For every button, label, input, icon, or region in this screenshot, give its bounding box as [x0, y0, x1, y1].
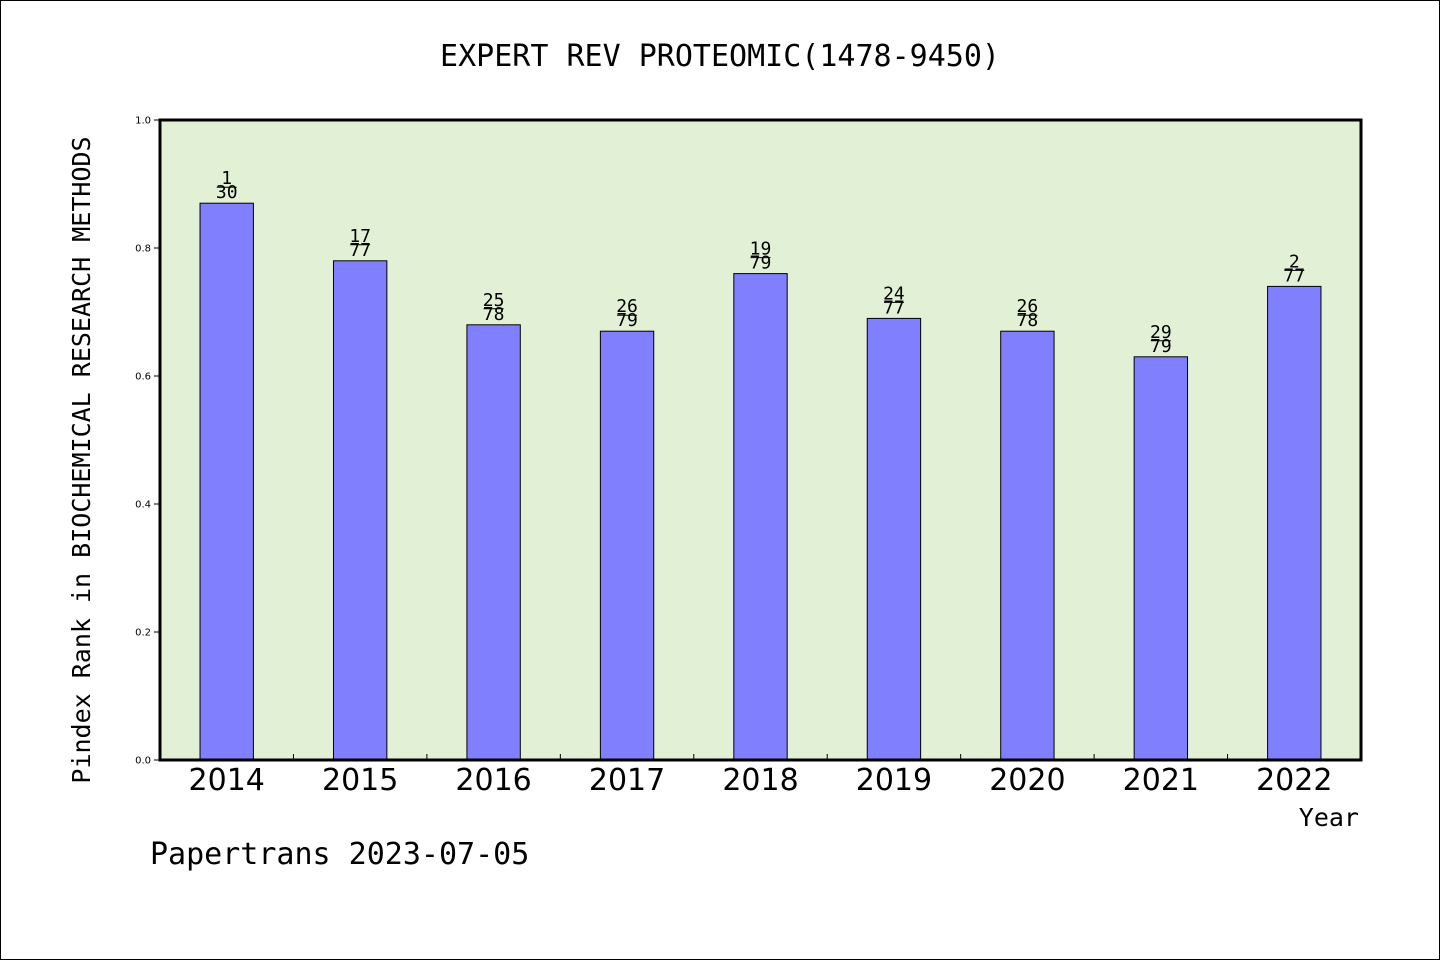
chart-title: EXPERT REV PROTEOMIC(1478-9450) — [440, 39, 1000, 74]
y-axis: 0.0 0.2 0.4 0.6 0.8 1.0 — [135, 116, 160, 767]
y-tick-label: 0.2 — [135, 628, 151, 639]
y-tick-label: 0.8 — [135, 244, 151, 255]
x-tick-label-2015: 2015 — [322, 763, 398, 798]
x-tick-label-2021: 2021 — [1123, 763, 1199, 798]
bars-group — [199, 202, 1322, 761]
bar-total-label-2019: 77 — [883, 297, 905, 318]
bar-2020 — [1000, 330, 1055, 761]
bar-rank-label-2014: 1 — [221, 168, 232, 189]
x-tick-label-2019: 2019 — [856, 763, 932, 798]
bar-total-label-2014: 30 — [216, 182, 238, 203]
bar-total-label-2020: 78 — [1017, 310, 1039, 331]
plot-border — [158, 118, 1363, 762]
bar-rank-label-2017: 26 — [616, 296, 638, 317]
y-axis-label: Pindex Rank in BIOCHEMICAL RESEARCH METH… — [67, 136, 96, 783]
bar-rank-label-2019: 24 — [883, 283, 905, 304]
bar-total-label-2016: 78 — [483, 304, 505, 325]
x-tick-label-2018: 2018 — [722, 763, 798, 798]
footer-credit: Papertrans 2023-07-05 — [150, 837, 529, 872]
bar-total-label-2017: 79 — [616, 310, 638, 331]
bar-2017 — [599, 330, 655, 761]
y-tick-label: 0.0 — [135, 756, 151, 767]
bar-2018 — [733, 273, 788, 761]
x-tick-label-2022: 2022 — [1256, 763, 1332, 798]
x-tick-label-2014: 2014 — [189, 763, 265, 798]
x-axis: 2014 2015 2016 2017 2018 2019 2020 2021 2022 — [189, 754, 1332, 798]
bar-total-label-2015: 77 — [349, 240, 371, 261]
bar-total-label-2018: 79 — [750, 253, 772, 274]
bar-2022 — [1267, 285, 1322, 761]
bar-2021 — [1133, 356, 1189, 761]
x-axis-label: Year — [1299, 803, 1359, 832]
bar-rank-label-2021: 29 — [1150, 322, 1172, 343]
bar-total-label-2021: 79 — [1150, 336, 1172, 357]
bar-rank-label-2022: 2 — [1289, 251, 1300, 272]
bar-2019 — [866, 317, 922, 761]
x-tick-label-2020: 2020 — [989, 763, 1065, 798]
y-tick-label: 1.0 — [135, 116, 151, 127]
bar-rank-label-2015: 17 — [349, 226, 371, 247]
bar-rank-label-2018: 19 — [750, 239, 772, 260]
y-tick-label: 0.6 — [135, 372, 151, 383]
bar-2015 — [332, 260, 388, 761]
x-tick-label-2016: 2016 — [455, 763, 531, 798]
bar-2016 — [466, 324, 521, 761]
bar-rank-label-2016: 25 — [483, 290, 505, 311]
y-tick-label: 0.4 — [135, 500, 151, 511]
x-tick-label-2017: 2017 — [589, 763, 665, 798]
bar-total-label-2022: 77 — [1283, 265, 1305, 286]
bar-2014 — [199, 202, 254, 761]
bar-rank-label-2020: 26 — [1017, 296, 1039, 317]
